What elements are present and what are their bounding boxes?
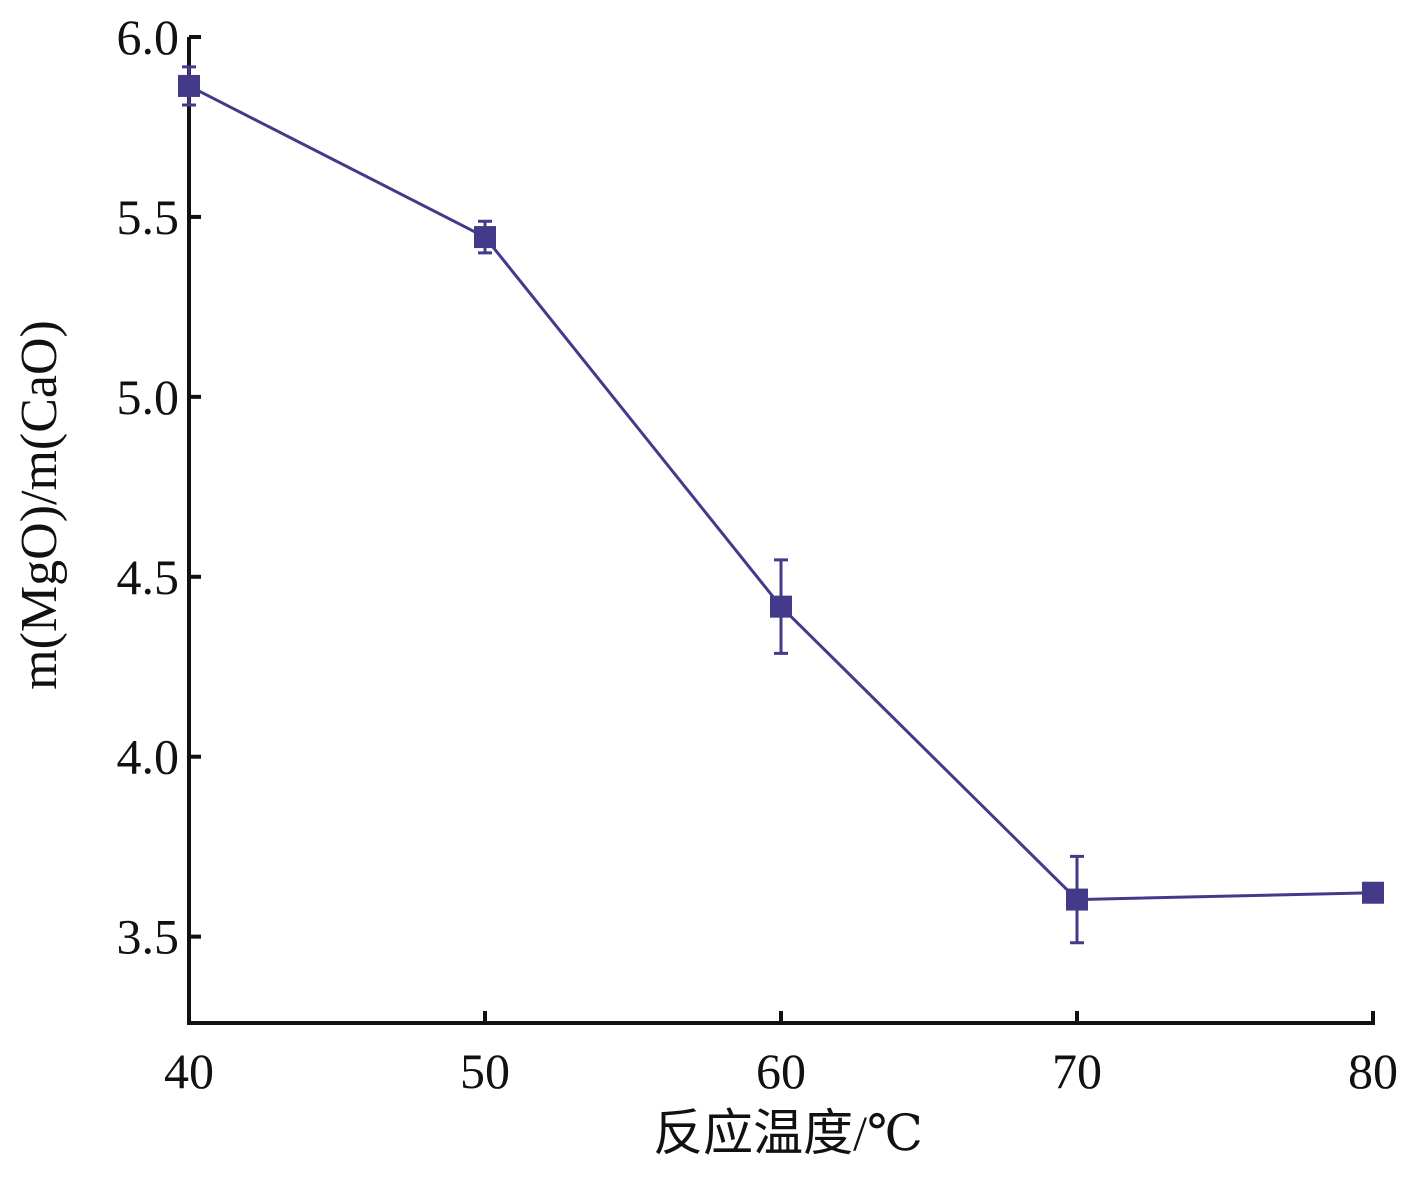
data-point bbox=[1362, 881, 1384, 904]
y-axis-label: m(MgO)/m(CaO) bbox=[11, 320, 68, 690]
data-point bbox=[1066, 888, 1088, 911]
y-tick-label: 3.5 bbox=[117, 909, 180, 965]
y-tick-label: 4.0 bbox=[117, 729, 180, 785]
data-point bbox=[474, 226, 496, 249]
x-axis-label: 反应温度/℃ bbox=[653, 1105, 923, 1161]
data-line bbox=[188, 84, 1374, 902]
x-tick-label: 60 bbox=[756, 1043, 806, 1099]
y-tick-label: 4.5 bbox=[117, 549, 180, 605]
y-tick-label: 5.5 bbox=[117, 189, 180, 245]
x-tick-label: 50 bbox=[460, 1043, 510, 1099]
y-tick-label: 5.0 bbox=[117, 369, 180, 425]
data-point bbox=[770, 595, 792, 618]
x-tick-label: 40 bbox=[164, 1043, 214, 1099]
x-tick-label: 70 bbox=[1052, 1043, 1102, 1099]
x-tick-label: 80 bbox=[1348, 1043, 1398, 1099]
y-tick-label: 6.0 bbox=[117, 9, 180, 65]
data-point bbox=[178, 74, 200, 97]
